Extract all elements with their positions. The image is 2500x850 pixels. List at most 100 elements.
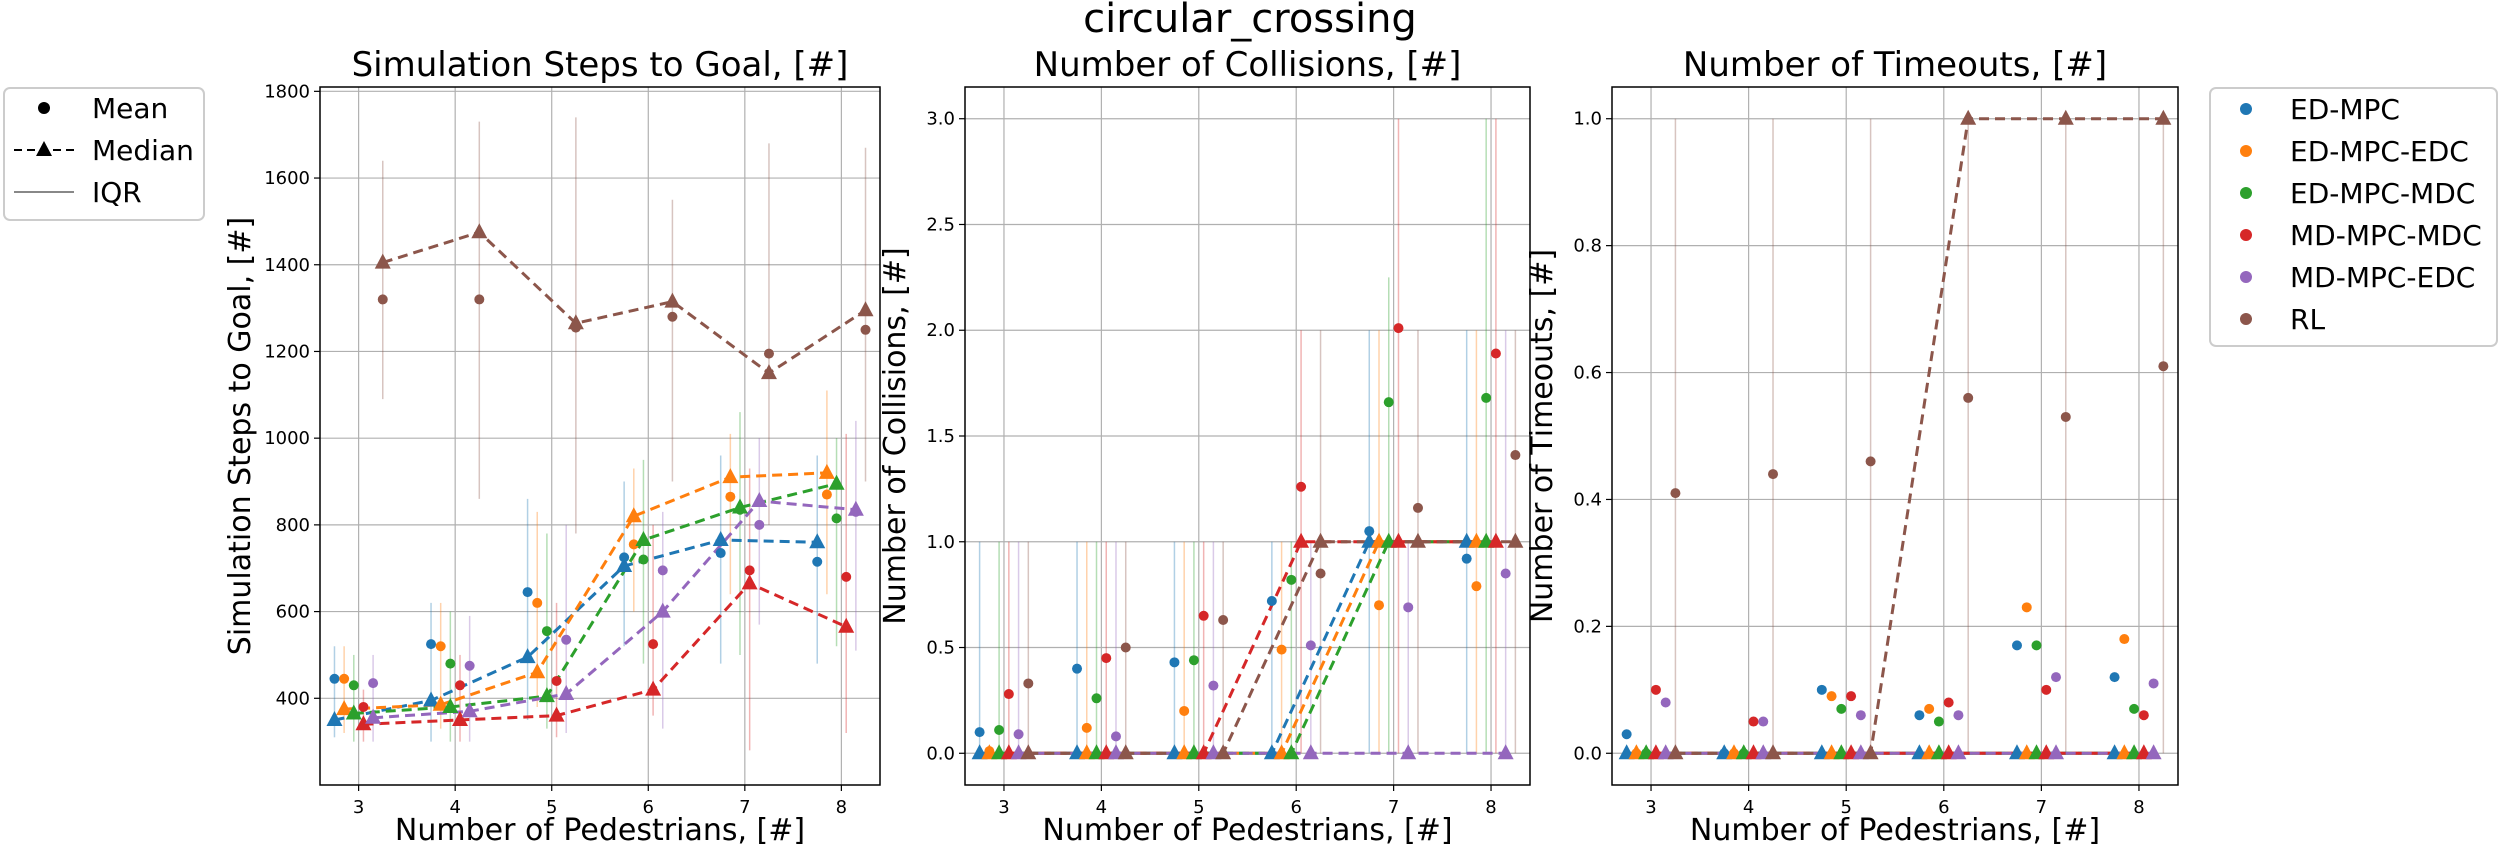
median-point [751,492,768,508]
mean-point [1719,748,1730,759]
mean-point [1816,684,1827,695]
median-point [1497,744,1514,760]
legend-marker [2240,271,2252,283]
median-point [548,706,565,722]
mean-point [2051,672,2062,683]
mean-point [2109,672,2120,683]
mean-point [715,548,726,559]
mean-point [426,639,437,650]
median-point [558,684,575,700]
mean-marker-sample [38,102,50,114]
y-tick-label: 800 [276,515,310,536]
mean-point [2119,634,2130,645]
mean-point [1003,689,1014,700]
median-point [1215,744,1232,760]
y-tick-label: 600 [276,602,310,623]
mean-point [628,539,639,550]
x-tick-label: 4 [449,797,460,818]
median-point [355,715,372,731]
y-tick-label: 0.5 [926,638,955,659]
panel-title: Number of Timeouts, [#] [1683,45,2107,85]
median-point [1117,744,1134,760]
legend-marker [2240,145,2252,157]
mean-point [1500,568,1511,579]
mean-point [474,294,485,305]
mean-point [1276,644,1287,655]
mean-point [763,348,774,359]
mean-point [2021,602,2032,613]
mean-point [1296,481,1307,492]
plot-area: 3 4 5 6 7 8 400 600 800 1000 1200 1400 1600 1800 Simul… [223,45,2179,848]
mean-point [1198,610,1209,621]
median-point [432,695,449,711]
y-tick-label: 1400 [264,255,310,276]
legend-label: ED-MPC [2290,93,2400,126]
mean-point [1305,640,1316,651]
y-tick-label: 400 [276,688,310,709]
median-point [625,507,642,523]
median-point [838,617,855,633]
mean-point [1768,469,1779,480]
median-point [442,697,459,713]
style-legend-mean: Mean [92,92,168,125]
median-point [1312,532,1329,548]
mean-point [1383,397,1394,408]
mean-point [2158,361,2169,372]
y-tick-label: 0.6 [1573,363,1602,384]
mean-point [1914,710,1925,721]
mean-point [1670,488,1681,499]
mean-point [358,701,369,712]
median-point [616,557,633,573]
median-point [2155,109,2172,125]
mean-point [1490,348,1501,359]
median-point [741,574,758,590]
median-point [1302,744,1319,760]
series-legend: ED-MPC ED-MPC-EDC ED-MPC-MDC MD-MPC-MDC MD-M… [2209,87,2498,347]
y-tick-label: 0.0 [1573,743,1602,764]
mean-point [850,506,861,517]
median-point [1960,109,1977,125]
mean-point [735,504,745,515]
median-point [1862,744,1879,760]
x-tick-label: 5 [546,797,557,818]
mean-point [638,554,649,565]
y-tick-label: 1200 [264,341,310,362]
mean-point [2129,703,2140,714]
x-tick-label: 6 [1938,797,1949,818]
mean-point [821,489,832,500]
y-tick-label: 1000 [264,428,310,449]
x-tick-label: 7 [2036,797,2047,818]
chart-panel-3: 3 4 5 6 7 8 0.0 0.2 0.4 0.6 0.8 1.0 Number of Timeou… [1525,45,2179,848]
mean-point [2138,710,2149,721]
mean-point [1510,450,1521,461]
mean-point [339,673,350,684]
mean-point [744,565,755,576]
median-point [1507,532,1524,548]
mean-point [1738,748,1749,759]
median-point [529,663,546,679]
mean-point [974,727,985,738]
mean-point [1374,600,1385,611]
mean-point [1660,697,1671,708]
mean-point [348,680,359,691]
median-line [344,471,827,711]
mean-point [1364,526,1375,537]
mean-point [1393,323,1404,334]
mean-point [1758,716,1769,727]
x-tick-label: 3 [1645,797,1656,818]
median-point [2048,744,2065,760]
median-point [538,687,555,703]
median-point [722,468,739,484]
legend-marker [2240,229,2252,241]
panel-title: Number of Collisions, [#] [1034,45,1462,85]
mean-point [667,311,678,322]
mean-point [994,725,1005,736]
mean-point [1621,729,1632,740]
median-point [645,680,662,696]
mean-point [1650,684,1661,695]
mean-point [725,491,736,502]
median-point [857,301,874,317]
mean-point [1101,653,1112,664]
x-tick-label: 8 [2133,797,2144,818]
mean-point [329,673,340,684]
